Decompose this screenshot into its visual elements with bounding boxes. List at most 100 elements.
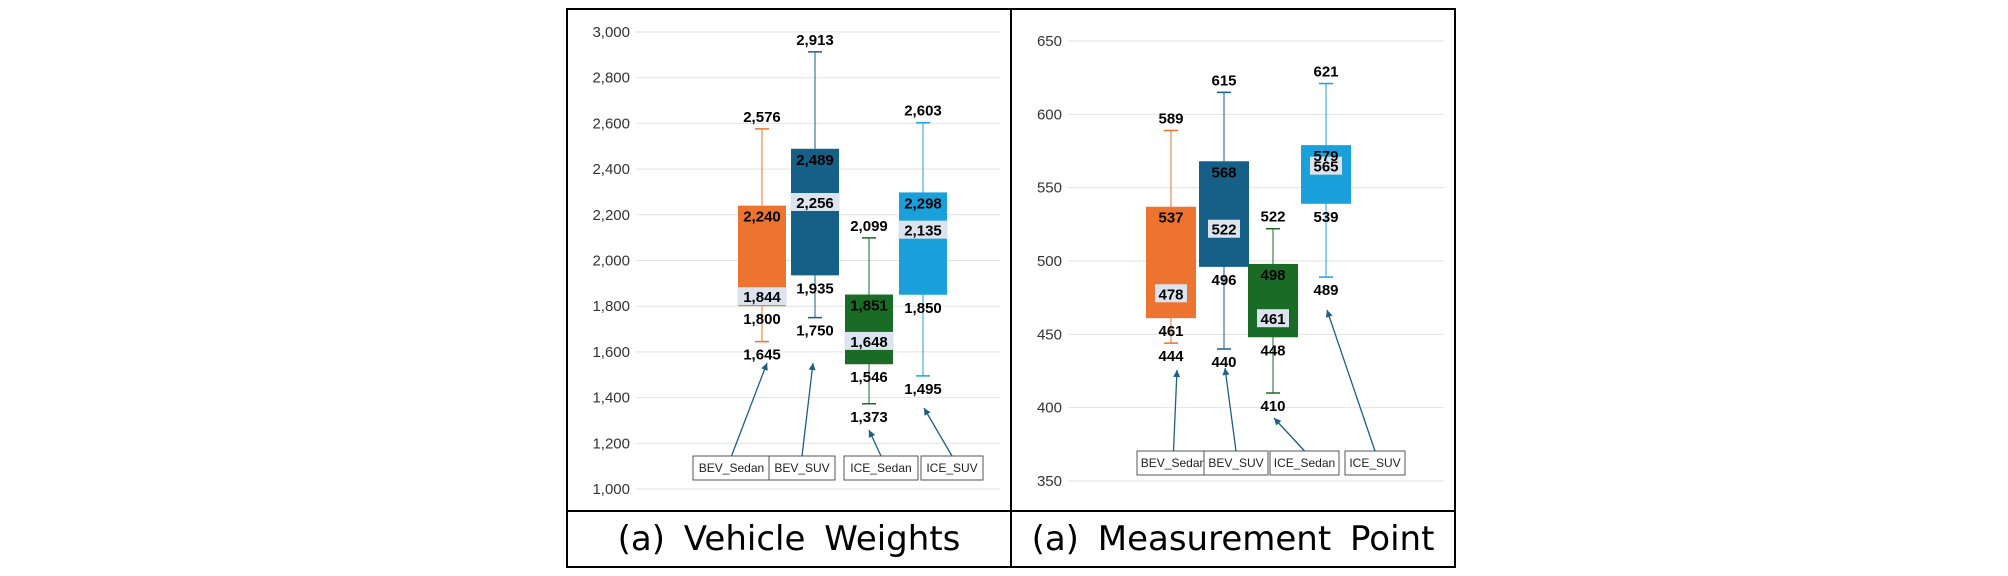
pointer-arrow-ice-suv (1326, 309, 1376, 452)
y-tick-label: 2,200 (592, 207, 630, 224)
y-tick-label: 1,200 (592, 435, 630, 452)
value-label-median-bev-suv: 2,256 (796, 195, 834, 212)
value-label-median-ice-sedan: 461 (1260, 311, 1285, 328)
pointer-arrow-bev-suv (801, 362, 814, 457)
box-ice-sedan (845, 294, 893, 365)
y-tick-label: 2,800 (592, 70, 630, 87)
value-label-max-ice-suv: 621 (1313, 64, 1338, 81)
legend-label-bev-suv: BEV_SUV (1208, 456, 1263, 470)
median-marker-bev-sedan (737, 287, 787, 306)
value-label-max-bev-sedan: 589 (1158, 110, 1183, 127)
value-label-q3-ice-suv: 579 (1313, 148, 1338, 165)
value-label-q3-bev-suv: 568 (1211, 164, 1236, 181)
chart-vehicle-weights: 1,000 1,200 1,400 1,600 1,800 2,000 2,200 2,400… (592, 24, 1000, 498)
y-tick-label: 350 (1037, 473, 1062, 490)
value-label-min-bev-sedan: 1,645 (743, 347, 781, 364)
caption-vehicle-weights: (a) Vehicle Weights (617, 519, 961, 559)
value-label-min-ice-suv: 489 (1313, 282, 1338, 299)
value-label-q1-ice-suv: 539 (1313, 209, 1338, 226)
pointer-arrow-bev-sedan (1172, 369, 1178, 452)
value-label-max-ice-sedan: 2,099 (850, 218, 888, 235)
legend-box-ice-sedan (1269, 450, 1340, 476)
pointer-arrowhead-ice-sedan (868, 430, 876, 438)
legend-label-bev-sedan: BEV_Sedan (699, 461, 764, 475)
legend-box-bev-suv (768, 455, 836, 481)
median-marker-ice-suv (898, 220, 948, 239)
pointer-arrow-ice-suv (923, 407, 953, 457)
y-tick-label: 3,000 (592, 24, 630, 41)
value-label-min-bev-suv: 440 (1211, 354, 1236, 371)
legend-label-ice-sedan: ICE_Sedan (850, 461, 911, 475)
pointer-arrow-bev-sedan (730, 362, 768, 457)
pointer-arrowhead-ice-sedan (1274, 418, 1282, 426)
median-marker-bev-suv (790, 193, 840, 212)
value-label-median-bev-sedan: 478 (1158, 286, 1183, 303)
value-label-median-bev-suv: 522 (1211, 222, 1236, 239)
value-label-q3-ice-suv: 2,298 (904, 195, 942, 212)
value-label-max-bev-suv: 615 (1211, 72, 1236, 89)
y-tick-label: 2,600 (592, 115, 630, 132)
y-tick-label: 450 (1037, 326, 1062, 343)
value-label-q3-bev-suv: 2,489 (796, 152, 834, 169)
median-marker-bev-sedan (1155, 284, 1187, 303)
y-tick-label: 600 (1037, 106, 1062, 123)
legend-box-bev-suv (1203, 450, 1269, 476)
y-tick-label: 2,000 (592, 253, 630, 270)
panel-divider-vertical (1010, 10, 1012, 566)
value-label-q3-ice-sedan: 498 (1260, 267, 1285, 284)
pointer-arrowhead-bev-sedan (761, 363, 768, 371)
value-label-q1-ice-suv: 1,850 (904, 300, 942, 317)
chart-measurement-point: 350 400 450 500 550 600 650 589 537 478 461 444 BEV_… (1037, 33, 1444, 490)
legend-box-bev-sedan (692, 455, 771, 481)
value-label-q1-ice-sedan: 1,546 (850, 369, 888, 386)
box-bev-suv (791, 148, 839, 276)
value-label-q1-ice-sedan: 448 (1260, 342, 1285, 359)
y-tick-label: 1,000 (592, 481, 630, 498)
value-label-q1-bev-sedan: 461 (1158, 323, 1183, 340)
pointer-arrowhead-bev-suv (1222, 368, 1230, 376)
y-tick-label: 400 (1037, 400, 1062, 417)
caption-divider (568, 510, 1454, 512)
caption-measurement-point: (a) Measurement Point (1031, 519, 1435, 559)
median-marker-bev-suv (1208, 219, 1240, 238)
value-label-max-bev-sedan: 2,576 (743, 109, 781, 126)
legend-label-bev-suv: BEV_SUV (774, 461, 829, 475)
pointer-arrowhead-ice-suv (924, 408, 931, 416)
value-label-min-bev-suv: 1,750 (796, 323, 834, 340)
y-tick-label: 550 (1037, 180, 1062, 197)
pointer-arrow-bev-suv (1224, 367, 1237, 452)
value-label-q3-bev-sedan: 2,240 (743, 209, 781, 226)
y-tick-label: 1,600 (592, 344, 630, 361)
median-marker-ice-sedan (1257, 309, 1289, 328)
legend-label-ice-suv: ICE_SUV (1349, 456, 1400, 470)
legend-label-ice-suv: ICE_SUV (926, 461, 977, 475)
value-label-min-ice-suv: 1,495 (904, 381, 942, 398)
value-label-max-bev-suv: 2,913 (796, 32, 834, 49)
y-tick-label: 500 (1037, 253, 1062, 270)
y-tick-label: 650 (1037, 33, 1062, 50)
value-label-q1-bev-suv: 1,935 (796, 280, 834, 297)
y-tick-label: 1,800 (592, 298, 630, 315)
value-label-median-bev-sedan: 1,844 (743, 289, 781, 306)
figure: 1,000 1,200 1,400 1,600 1,800 2,000 2,200 2,400… (566, 8, 1456, 568)
value-label-q3-ice-sedan: 1,851 (850, 298, 888, 315)
pointer-arrowhead-ice-suv (1325, 310, 1333, 318)
legend-box-ice-suv (920, 455, 984, 481)
box-ice-suv (899, 192, 947, 295)
value-label-median-ice-suv: 565 (1313, 159, 1338, 176)
y-tick-label: 1,400 (592, 390, 630, 407)
legend-box-ice-sedan (843, 455, 919, 481)
value-label-median-ice-suv: 2,135 (904, 223, 942, 240)
median-marker-ice-sedan (844, 331, 894, 350)
value-label-q1-bev-sedan: 1,800 (743, 311, 781, 328)
pointer-arrowhead-bev-sedan (1173, 370, 1181, 378)
legend-label-bev-sedan: BEV_Sedan (1141, 456, 1206, 470)
median-marker-ice-suv (1310, 156, 1342, 175)
value-label-max-ice-suv: 2,603 (904, 103, 942, 120)
legend-box-bev-sedan (1136, 450, 1211, 476)
pointer-arrow-ice-sedan (1273, 417, 1305, 452)
value-label-min-ice-sedan: 1,373 (850, 409, 888, 426)
y-tick-label: 2,400 (592, 161, 630, 178)
value-label-q3-bev-sedan: 537 (1158, 210, 1183, 227)
pointer-arrowhead-bev-suv (808, 363, 816, 371)
